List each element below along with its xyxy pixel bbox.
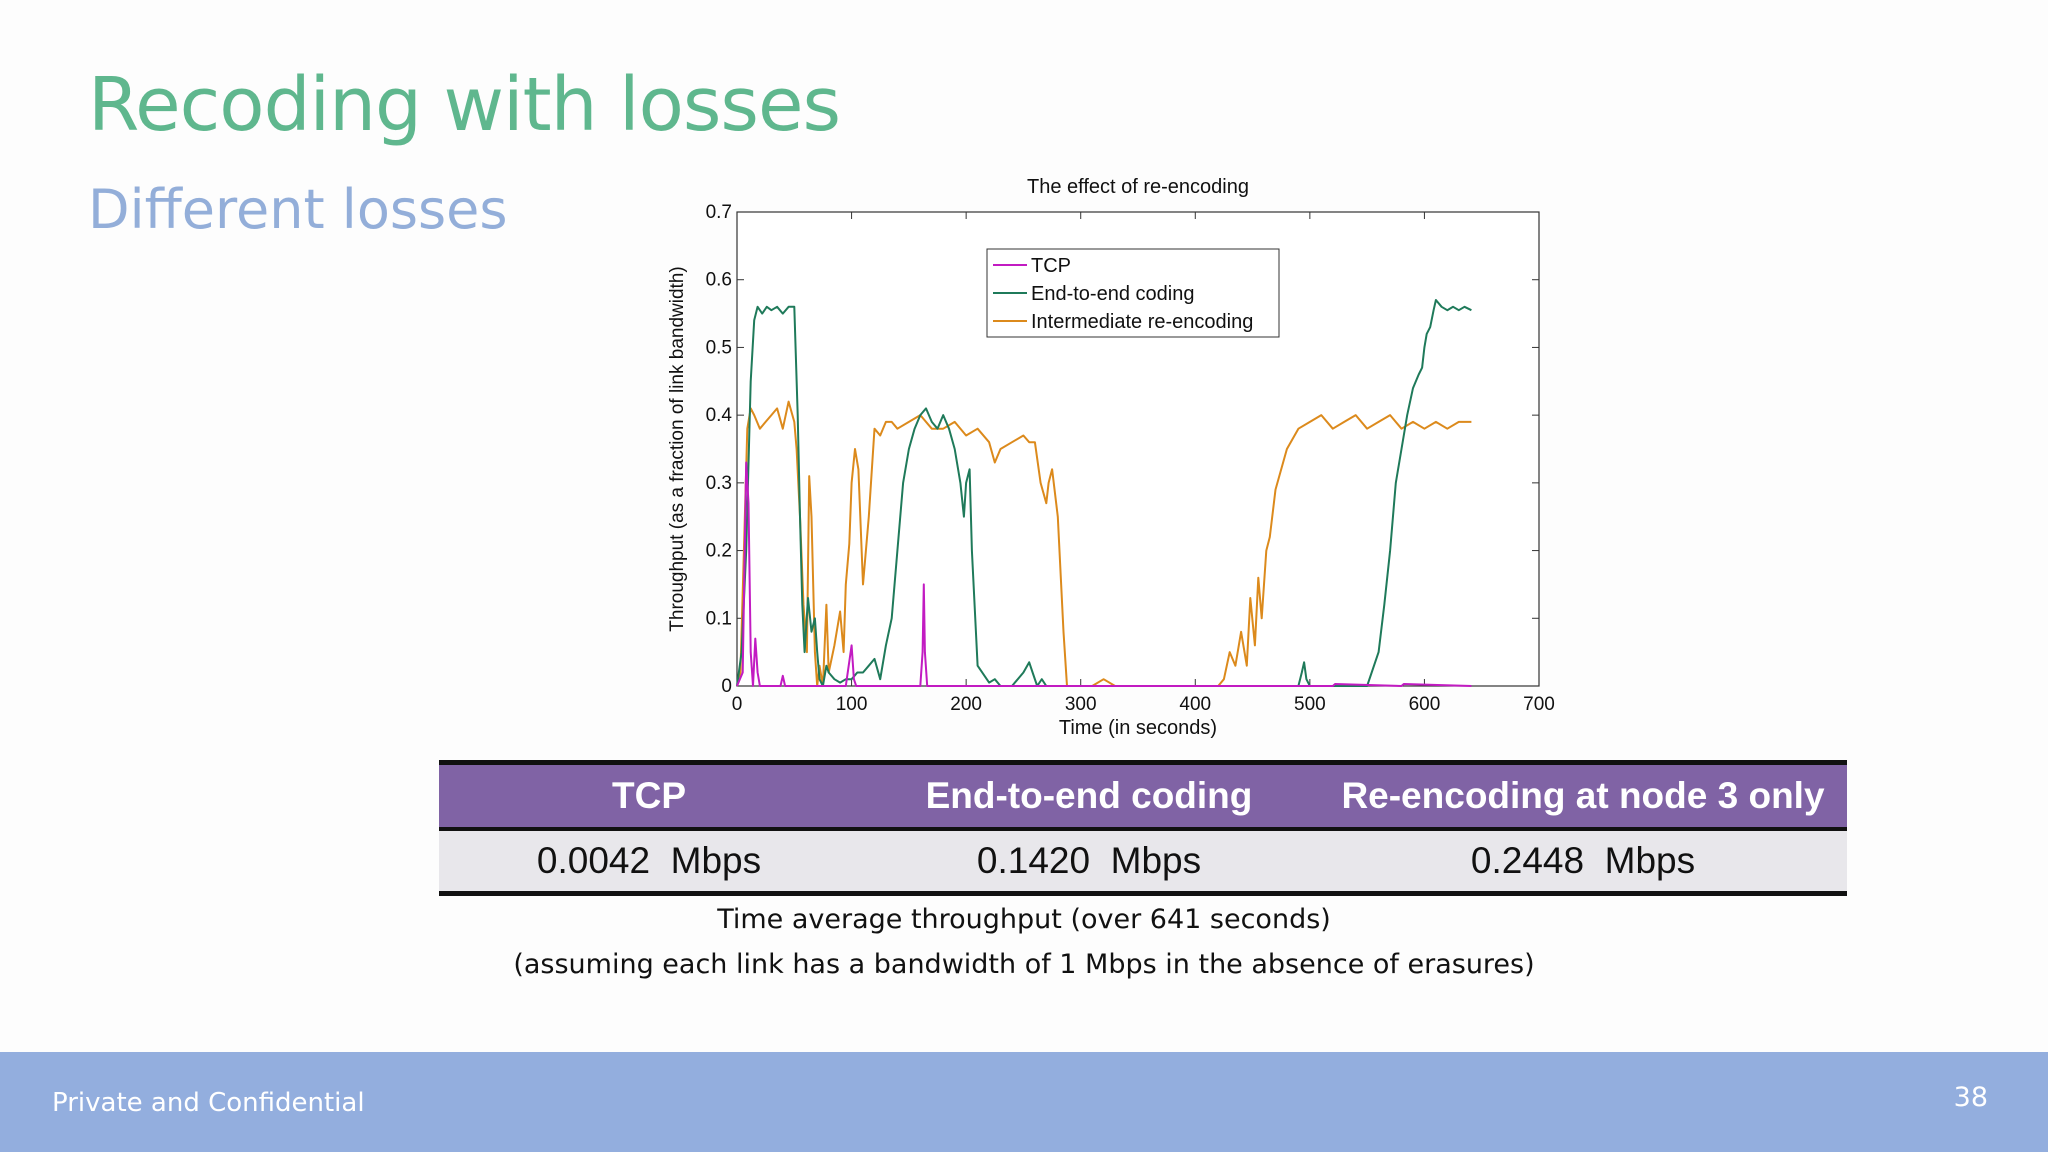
table-cell-tcp: 0.0042 Mbps [536, 840, 762, 881]
table-cell-re-encoding: 0.2448 Mbps [1470, 840, 1696, 881]
y-tick-label: 0.2 [706, 541, 732, 562]
x-axis-label: Time (in seconds) [1059, 717, 1217, 739]
x-tick-label: 700 [1523, 694, 1555, 715]
table-header-re-encoding: Re-encoding at node 3 only [1341, 775, 1825, 816]
table-row: 0.0042 Mbps 0.1420 Mbps 0.2448 Mbps [439, 831, 1847, 891]
y-tick-label: 0.1 [706, 608, 732, 629]
series-line-tcp [736, 461, 1472, 687]
slide-subtitle: Different losses [88, 178, 508, 241]
series-line-intermediate-re-encoding [736, 400, 1472, 687]
x-tick-label: 200 [950, 694, 982, 715]
slide-title: Recoding with losses [88, 62, 841, 148]
legend-label: TCP [1031, 255, 1071, 277]
caption-line-1: Time average throughput (over 641 second… [717, 904, 1331, 935]
table-header-row: TCP End-to-end coding Re-encoding at nod… [439, 765, 1847, 831]
y-tick-label: 0.4 [706, 405, 733, 426]
table-header-tcp: TCP [612, 775, 686, 816]
x-tick-label: 600 [1409, 694, 1441, 715]
legend-label: Intermediate re-encoding [1031, 311, 1253, 333]
footer-confidential-label: Private and Confidential [52, 1088, 365, 1118]
y-tick-label: 0.3 [706, 473, 732, 494]
throughput-table: TCP End-to-end coding Re-encoding at nod… [439, 760, 1847, 896]
x-tick-label: 100 [836, 694, 868, 715]
y-tick-label: 0.7 [706, 202, 732, 223]
page-number: 38 [1953, 1082, 1988, 1113]
y-axis-label: Throughput (as a fraction of link bandwi… [667, 266, 688, 631]
throughput-chart: The effect of re-encoding 0 100 200 300 400 50… [667, 176, 1555, 739]
caption-line-2: (assuming each link has a bandwidth of 1… [513, 949, 1535, 980]
chart-title: The effect of re-encoding [1027, 176, 1249, 198]
legend-label: End-to-end coding [1031, 283, 1194, 305]
table-header-end-to-end: End-to-end coding [925, 775, 1253, 816]
footer-bar: Private and Confidential 38 [0, 1052, 2048, 1152]
series-line-end-to-end-coding [736, 299, 1472, 687]
x-tick-label: 400 [1179, 694, 1211, 715]
table-cell-end-to-end: 0.1420 Mbps [976, 840, 1202, 881]
y-tick-label: 0 [721, 676, 732, 697]
y-tick-label: 0.6 [706, 270, 732, 291]
x-tick-label: 0 [732, 694, 743, 715]
x-tick-label: 500 [1294, 694, 1326, 715]
y-tick-label: 0.5 [706, 337, 732, 358]
x-tick-label: 300 [1065, 694, 1097, 715]
chart-legend [986, 248, 1280, 338]
